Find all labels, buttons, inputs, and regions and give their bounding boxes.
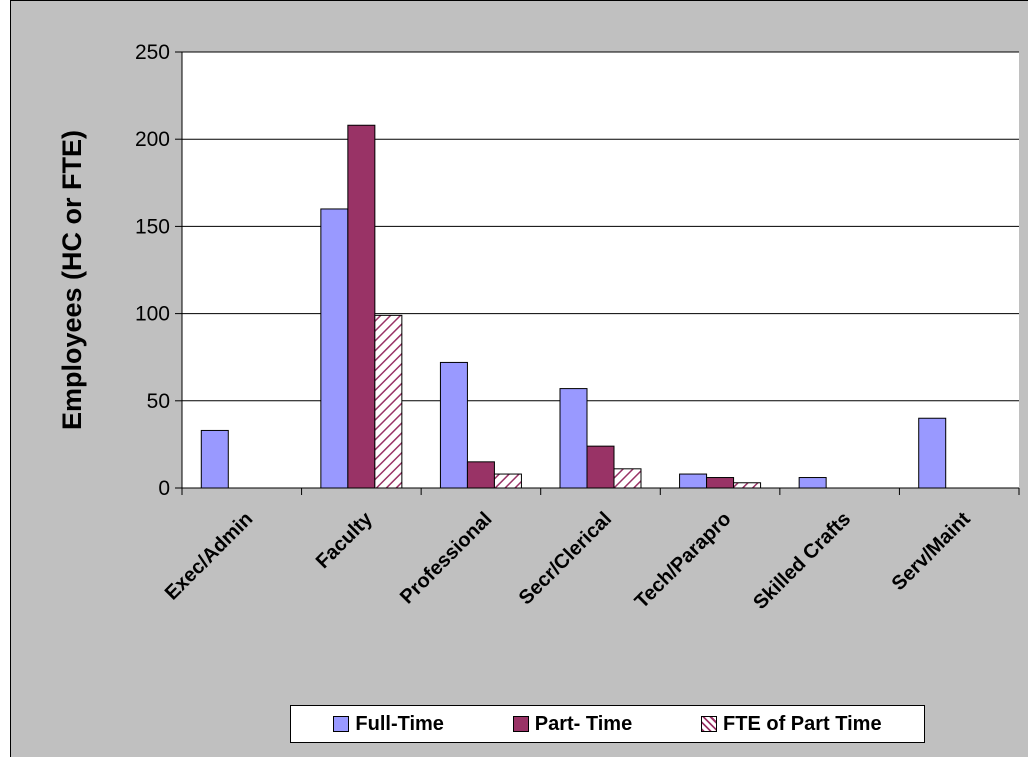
bar-part-time-professional xyxy=(466,461,495,489)
bar-chart: 0 50 100 150 200 250 Exec/Admin Faculty Professi… xyxy=(57,41,1020,614)
bar-full-time-faculty xyxy=(320,208,349,489)
bar-part-time-tech-parapro xyxy=(706,477,735,489)
y-tick-label: 150 xyxy=(135,215,170,238)
x-category-label: Secr/Clerical xyxy=(515,508,616,609)
legend-label-full-time: Full-Time xyxy=(355,712,444,735)
plot-area xyxy=(182,52,1019,488)
bar-full-time-secr-clerical xyxy=(559,388,588,489)
y-axis-title: Employees (HC or FTE) xyxy=(57,130,87,430)
legend-item-part-time: Part- Time xyxy=(512,712,633,736)
bar-fte-of-part-time-secr-clerical xyxy=(613,468,642,489)
y-tick-label: 100 xyxy=(135,303,170,326)
bar-full-time-skilled-crafts xyxy=(798,477,827,489)
legend-swatch-part-time xyxy=(512,716,529,732)
legend-item-fte-part-time: FTE of Part Time xyxy=(701,713,882,736)
x-category-label: Serv/Maint xyxy=(888,508,975,595)
bar-fte-of-part-time-faculty xyxy=(374,314,403,489)
x-category-label: Skilled Crafts xyxy=(749,508,855,614)
chart-area: 0 50 100 150 200 250 Exec/Admin Faculty Professi… xyxy=(10,0,1028,757)
bar-full-time-exec-admin xyxy=(200,429,229,489)
bar-fte-of-part-time-professional xyxy=(493,473,522,489)
y-tick-label: 0 xyxy=(158,477,170,500)
bar-part-time-secr-clerical xyxy=(586,445,615,489)
x-category-label: Tech/Parapro xyxy=(631,508,736,613)
bar-fte-of-part-time-tech-parapro xyxy=(733,482,762,489)
bar-full-time-serv-maint xyxy=(918,417,947,489)
x-category-label: Professional xyxy=(396,508,496,608)
legend-swatch-full-time xyxy=(333,716,350,732)
y-tick-label: 50 xyxy=(147,390,170,413)
y-tick-label: 200 xyxy=(135,128,170,151)
bar-part-time-faculty xyxy=(347,124,376,489)
legend-label-part-time: Part- Time xyxy=(534,712,633,735)
bar-full-time-tech-parapro xyxy=(679,473,708,489)
legend-swatch-fte-part-time xyxy=(701,716,718,732)
y-tick-label: 250 xyxy=(135,41,170,64)
legend-label-fte-part-time: FTE of Part Time xyxy=(723,712,882,735)
bar-full-time-professional xyxy=(439,361,468,489)
legend-item-full-time: Full-Time xyxy=(333,713,444,736)
x-category-label: Faculty xyxy=(312,507,378,573)
legend: Full-Time Part- Time FTE of Part Time xyxy=(290,705,925,743)
x-category-label: Exec/Admin xyxy=(161,508,258,605)
